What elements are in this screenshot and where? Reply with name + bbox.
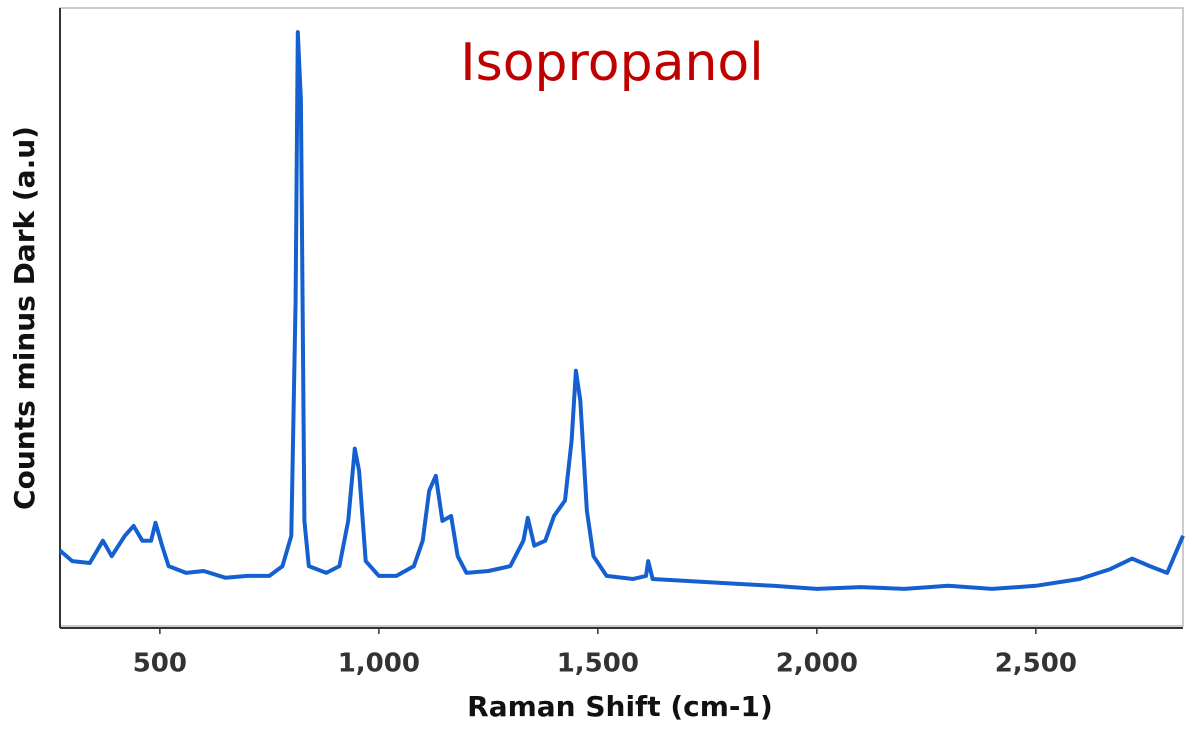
x-tick-label: 1,500 [557,649,639,679]
x-tick-label: 1,000 [338,649,420,679]
x-tick-label: 2,000 [776,649,858,679]
chart-title: Isopropanol [460,33,763,93]
y-axis-label: Counts minus Dark (a.u) [8,126,41,510]
x-axis-label: Raman Shift (cm-1) [467,690,773,723]
plot-frame [59,7,1184,627]
spectrum-line [58,30,1185,591]
x-tick-label: 500 [133,649,187,679]
x-tick-label: 2,500 [995,649,1077,679]
